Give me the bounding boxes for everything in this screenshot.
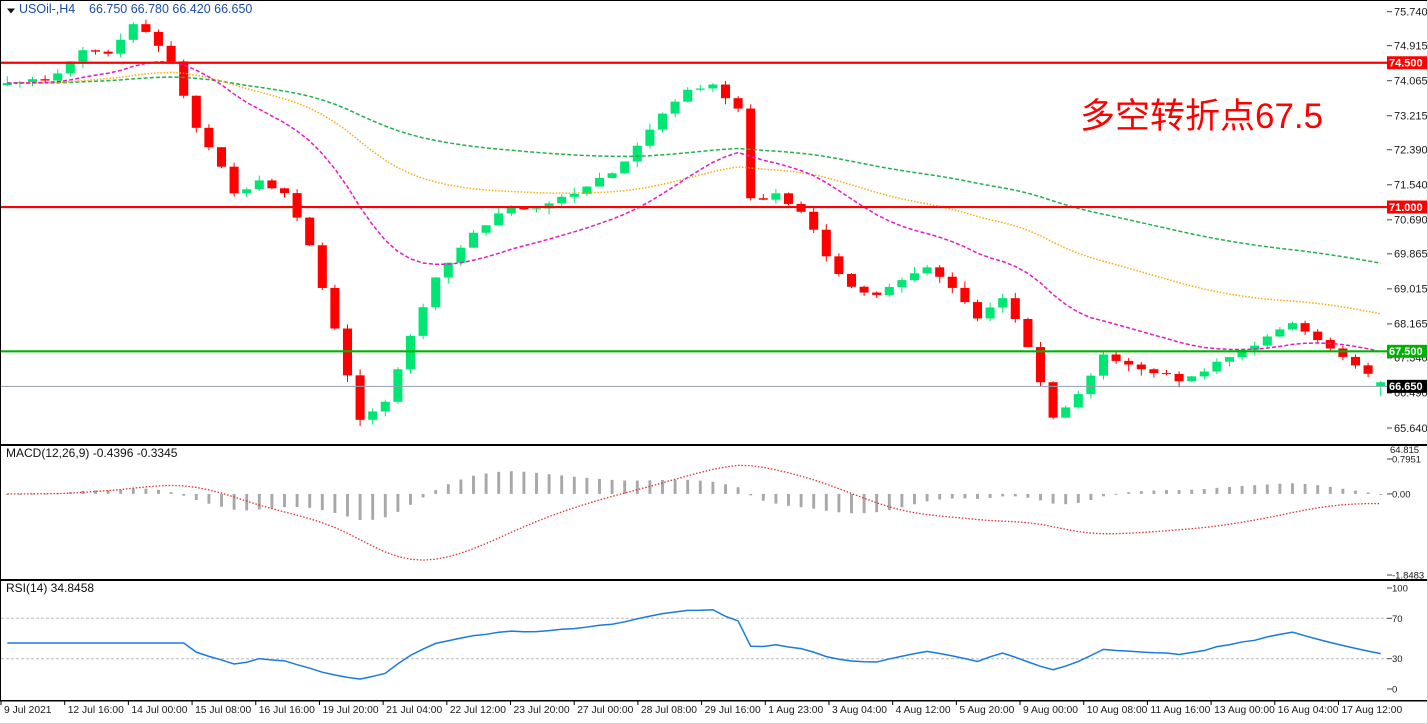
svg-text:MACD(12,26,9) -0.4396 -0.3345: MACD(12,26,9) -0.4396 -0.3345 <box>6 446 178 460</box>
svg-text:74.915: 74.915 <box>1394 40 1428 52</box>
svg-text:16 Jul 16:00: 16 Jul 16:00 <box>259 705 315 716</box>
svg-text:69.015: 69.015 <box>1394 284 1428 296</box>
svg-text:4 Aug 12:00: 4 Aug 12:00 <box>896 705 951 716</box>
svg-text:多空转折点67.5: 多空转折点67.5 <box>1080 97 1323 136</box>
svg-text:65.640: 65.640 <box>1394 423 1428 435</box>
svg-text:28 Jul 08:00: 28 Jul 08:00 <box>641 705 697 716</box>
svg-text:21 Jul 04:00: 21 Jul 04:00 <box>386 705 442 716</box>
svg-text:66.750 66.780 66.420 66.650: 66.750 66.780 66.420 66.650 <box>89 2 252 16</box>
svg-text:23 Jul 20:00: 23 Jul 20:00 <box>514 705 570 716</box>
svg-text:29 Jul 16:00: 29 Jul 16:00 <box>705 705 761 716</box>
svg-text:72.390: 72.390 <box>1394 145 1428 157</box>
svg-text:16 Aug 04:00: 16 Aug 04:00 <box>1278 705 1339 716</box>
svg-text:22 Jul 12:00: 22 Jul 12:00 <box>450 705 506 716</box>
svg-text:12 Jul 16:00: 12 Jul 16:00 <box>68 705 124 716</box>
svg-text:30: 30 <box>1392 654 1403 665</box>
svg-text:11 Aug 16:00: 11 Aug 16:00 <box>1150 705 1210 716</box>
svg-text:9 Aug 00:00: 9 Aug 00:00 <box>1023 705 1078 716</box>
svg-text:19 Jul 20:00: 19 Jul 20:00 <box>322 705 378 716</box>
svg-text:RSI(14) 34.8458: RSI(14) 34.8458 <box>6 581 94 595</box>
svg-text:74.500: 74.500 <box>1389 58 1423 70</box>
svg-text:17 Aug 12:00: 17 Aug 12:00 <box>1341 705 1402 716</box>
svg-text:0: 0 <box>1392 685 1397 696</box>
svg-text:75.740: 75.740 <box>1394 6 1428 18</box>
svg-text:71.540: 71.540 <box>1394 180 1428 192</box>
svg-text:3 Aug 04:00: 3 Aug 04:00 <box>832 705 887 716</box>
svg-text:73.215: 73.215 <box>1394 111 1428 123</box>
svg-text:27 Jul 00:00: 27 Jul 00:00 <box>577 705 633 716</box>
svg-text:71.000: 71.000 <box>1389 202 1423 214</box>
svg-text:0.7951: 0.7951 <box>1392 455 1421 466</box>
svg-text:70.690: 70.690 <box>1394 215 1428 227</box>
svg-text:68.165: 68.165 <box>1394 319 1428 331</box>
svg-text:10 Aug 08:00: 10 Aug 08:00 <box>1087 705 1148 716</box>
svg-text:1 Aug 23:00: 1 Aug 23:00 <box>768 705 823 716</box>
svg-text:67.500: 67.500 <box>1389 346 1423 358</box>
svg-text:15 Jul 08:00: 15 Jul 08:00 <box>195 705 251 716</box>
svg-text:0.00: 0.00 <box>1392 489 1411 500</box>
svg-text:14 Jul 00:00: 14 Jul 00:00 <box>131 705 187 716</box>
svg-text:66.650: 66.650 <box>1389 381 1423 393</box>
svg-text:13 Aug 00:00: 13 Aug 00:00 <box>1214 705 1275 716</box>
svg-text:70: 70 <box>1392 614 1403 625</box>
svg-text:69.865: 69.865 <box>1394 249 1428 261</box>
svg-text:5 Aug 20:00: 5 Aug 20:00 <box>959 705 1014 716</box>
svg-text:9 Jul 2021: 9 Jul 2021 <box>4 705 52 716</box>
svg-text:100: 100 <box>1392 584 1408 595</box>
svg-text:74.065: 74.065 <box>1394 76 1428 88</box>
svg-text:USOil-,H4: USOil-,H4 <box>19 2 75 16</box>
